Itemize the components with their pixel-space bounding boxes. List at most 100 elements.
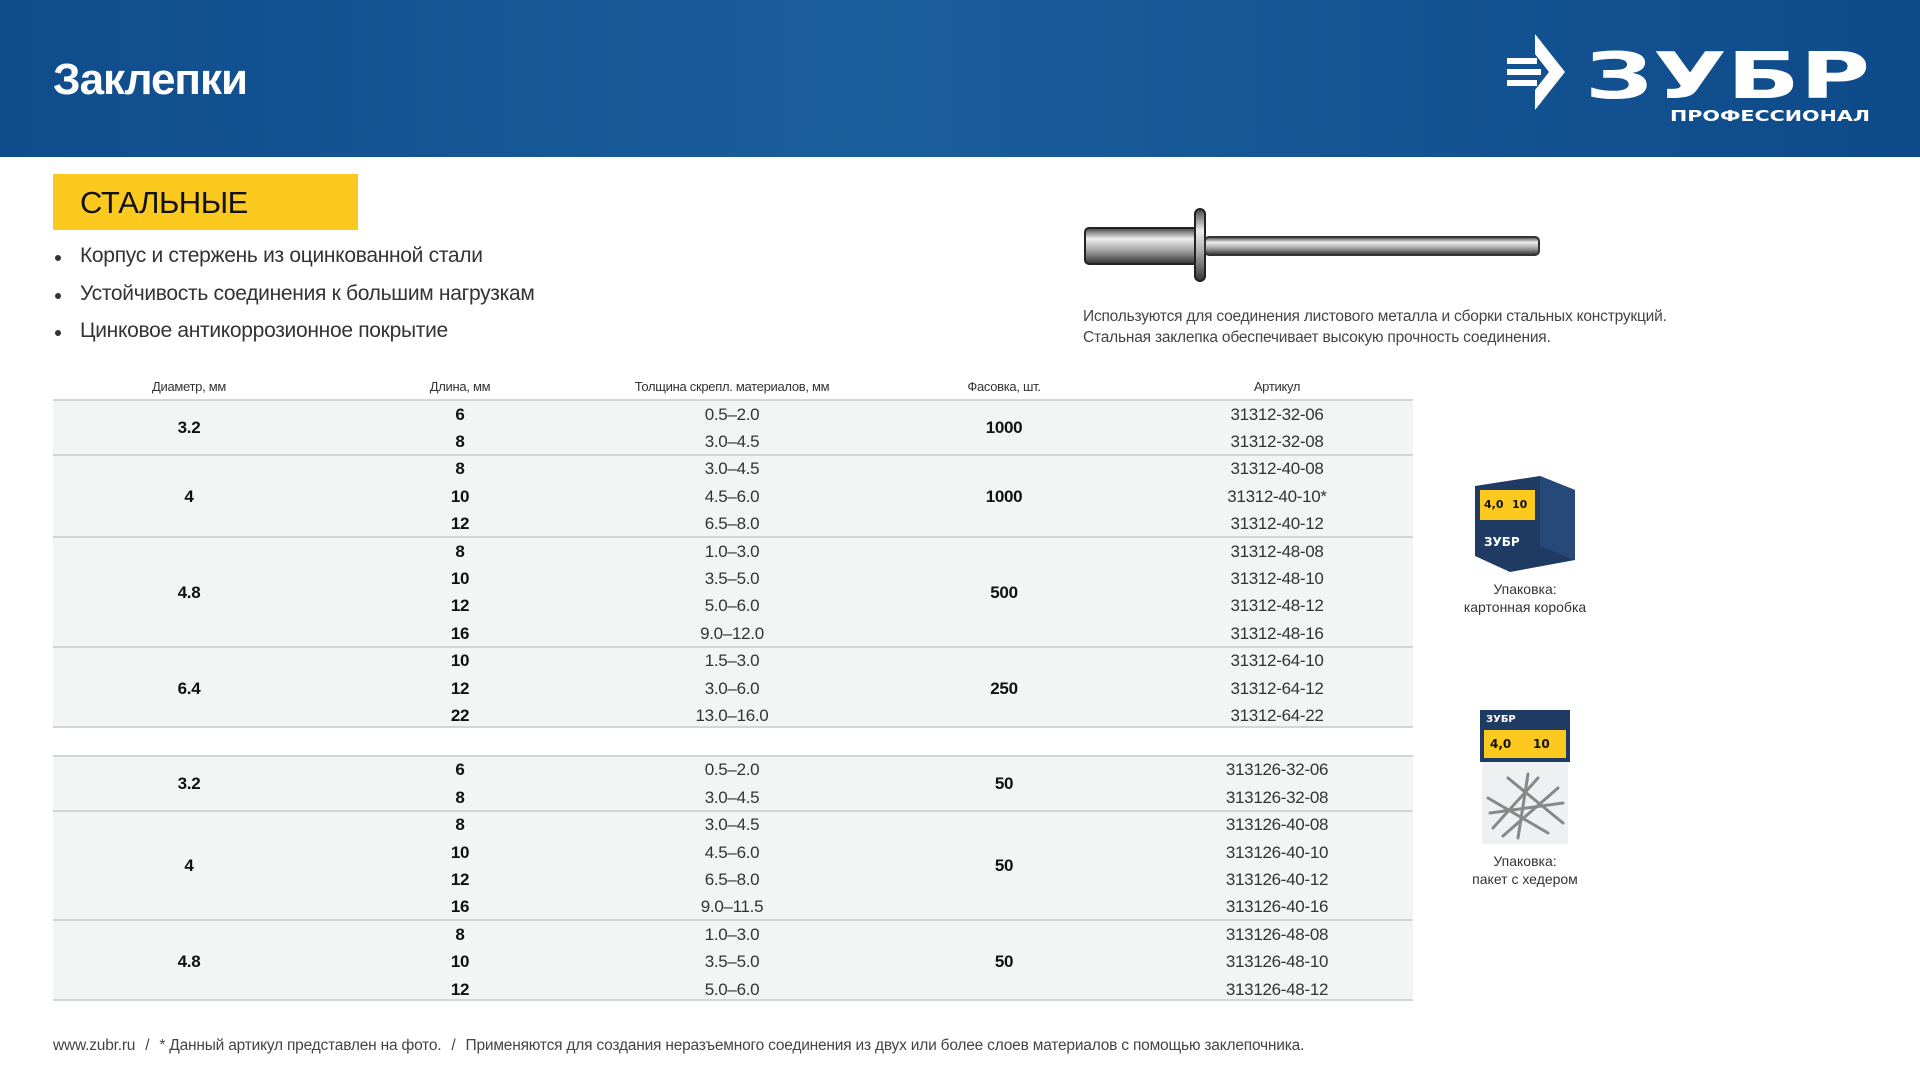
article-cell: 31312-48-16 [1230,623,1324,643]
article-cell: 31312-32-06 [1230,404,1324,424]
footer-note: * Данный артикул представлен на фото. [159,1037,442,1054]
diameter-group: 4.8 50 8 1.0–3.0 313126-48-08 10 3.5–5.0 313126… [53,919,1413,1002]
feature-list: Корпус и стержень из оцинкованной стали … [53,244,535,357]
article-cell: 313126-40-16 [1225,897,1329,917]
length-cell: 16 [450,897,470,917]
length-cell: 10 [450,842,470,862]
length-cell: 10 [450,569,470,589]
footer-usage: Применяются для создания неразъемного со… [465,1037,1305,1054]
thickness-cell: 1.5–3.0 [704,651,760,671]
footer-separator: / [451,1037,456,1054]
article-cell: 31312-48-12 [1230,596,1324,616]
length-cell: 8 [455,459,465,479]
length-cell: 6 [455,760,465,780]
thickness-cell: 4.5–6.0 [704,486,760,506]
thickness-cell: 1.0–3.0 [704,924,760,944]
pack-cell: 1000 [985,486,1023,506]
svg-text:ПРОФЕССИОНАЛ: ПРОФЕССИОНАЛ [1670,107,1870,125]
page-title: Заклепки [53,55,248,104]
length-cell: 8 [455,432,465,452]
bag-length: 10 [1533,737,1550,751]
diameter-group: 4 1000 8 3.0–4.5 31312-40-08 10 4.5–6.0 31312-4… [53,453,1413,536]
thickness-cell: 3.0–4.5 [704,787,760,807]
caption-line: картонная коробка [1463,599,1587,615]
header-length: Длина, мм [429,379,491,394]
article-cell: 313126-40-12 [1225,870,1329,890]
thickness-cell: 13.0–16.0 [695,706,769,726]
thickness-cell: 3.0–4.5 [704,815,760,835]
thickness-cell: 9.0–11.5 [700,897,764,917]
pack-cell: 500 [990,582,1018,602]
length-cell: 8 [455,924,465,944]
article-cell: 31312-64-10 [1230,651,1324,671]
pack-cell: 50 [994,856,1014,876]
article-cell: 31312-40-12 [1230,514,1324,534]
article-cell: 31312-40-10* [1227,486,1327,506]
article-cell: 313126-48-10 [1225,952,1329,972]
bag-logo: ЗУБР [1486,714,1516,725]
pack-cell: 50 [994,952,1014,972]
box-logo: ЗУБР [1484,535,1520,549]
description-line: Стальная заклепка обеспечивает высокую п… [1083,329,1551,346]
header-banner: Заклепки ЗУБР ПРОФЕССИОНАЛ [0,0,1920,157]
thickness-cell: 9.0–12.0 [700,623,764,643]
package-caption-bag: Упаковка: пакет с хедером [1445,852,1605,888]
article-cell: 31312-40-08 [1230,459,1324,479]
length-cell: 12 [450,870,470,890]
description: Используются для соединения листового ме… [1083,306,1667,348]
footer-site-link[interactable]: www.zubr.ru [53,1037,136,1054]
length-cell: 12 [450,678,470,698]
article-cell: 313126-40-08 [1225,815,1329,835]
length-cell: 10 [450,486,470,506]
diameter-cell: 4 [184,486,194,506]
table-spacer [53,727,1413,755]
bag-package-image: ЗУБР 4,0 10 [1480,710,1570,844]
svg-text:ЗУБР: ЗУБР [1585,40,1870,114]
box-package-image: 4,0 10 ЗУБР [1475,476,1575,572]
length-cell: 12 [450,596,470,616]
footer-separator: / [145,1037,150,1054]
product-table: 3.2 1000 6 0.5–2.0 31312-32-06 8 3.0–4.5 31312-… [53,399,1413,1002]
thickness-cell: 1.0–3.0 [704,541,760,561]
diameter-cell: 3.2 [177,774,201,794]
length-cell: 8 [455,541,465,561]
category-badge-label: СТАЛЬНЫЕ [80,185,248,220]
description-line: Используются для соединения листового ме… [1083,308,1667,325]
diameter-cell: 4.8 [177,952,201,972]
article-cell: 313126-48-08 [1225,924,1329,944]
pack-cell: 50 [994,774,1014,794]
rivet-image [1084,208,1540,282]
feature-item: Корпус и стержень из оцинкованной стали [53,244,535,282]
thickness-cell: 5.0–6.0 [704,979,760,999]
diameter-group: 4 50 8 3.0–4.5 313126-40-08 10 4.5–6.0 313126-4… [53,809,1413,920]
box-label: 4,0 [1484,498,1504,511]
table-header: Диаметр, мм Длина, мм Толщина скрепл. ма… [53,376,1413,398]
category-badge: СТАЛЬНЫЕ [53,174,358,230]
article-cell: 313126-32-06 [1225,760,1329,780]
length-cell: 8 [455,815,465,835]
length-cell: 8 [455,787,465,807]
diameter-group: 4.8 500 8 1.0–3.0 31312-48-08 10 3.5–5.0 31312-… [53,535,1413,646]
caption-line: Упаковка: [1493,581,1557,597]
diameter-group: 3.2 50 6 0.5–2.0 313126-32-06 8 3.0–4.5 313126-… [53,754,1413,810]
bag-label: 4,0 [1490,737,1511,751]
feature-item: Устойчивость соединения к большим нагруз… [53,282,535,320]
article-cell: 313126-32-08 [1225,787,1329,807]
diameter-cell: 4.8 [177,582,201,602]
thickness-cell: 3.0–4.5 [704,459,760,479]
article-cell: 31312-64-12 [1230,678,1324,698]
length-cell: 12 [450,979,470,999]
length-cell: 16 [450,623,470,643]
length-cell: 6 [455,404,465,424]
thickness-cell: 6.5–8.0 [704,870,760,890]
pack-cell: 1000 [985,418,1023,438]
diameter-group: 6.4 250 10 1.5–3.0 31312-64-10 12 3.0–6.0 31312… [53,645,1413,728]
length-cell: 10 [450,952,470,972]
footer: www.zubr.ru / * Данный артикул представлен… [53,1037,1304,1055]
article-cell: 313126-48-12 [1225,979,1329,999]
thickness-cell: 3.5–5.0 [704,569,760,589]
thickness-cell: 4.5–6.0 [704,842,760,862]
package-caption-box: Упаковка: картонная коробка [1445,580,1605,616]
header-diameter: Диаметр, мм [151,379,227,394]
length-cell: 22 [450,706,470,726]
